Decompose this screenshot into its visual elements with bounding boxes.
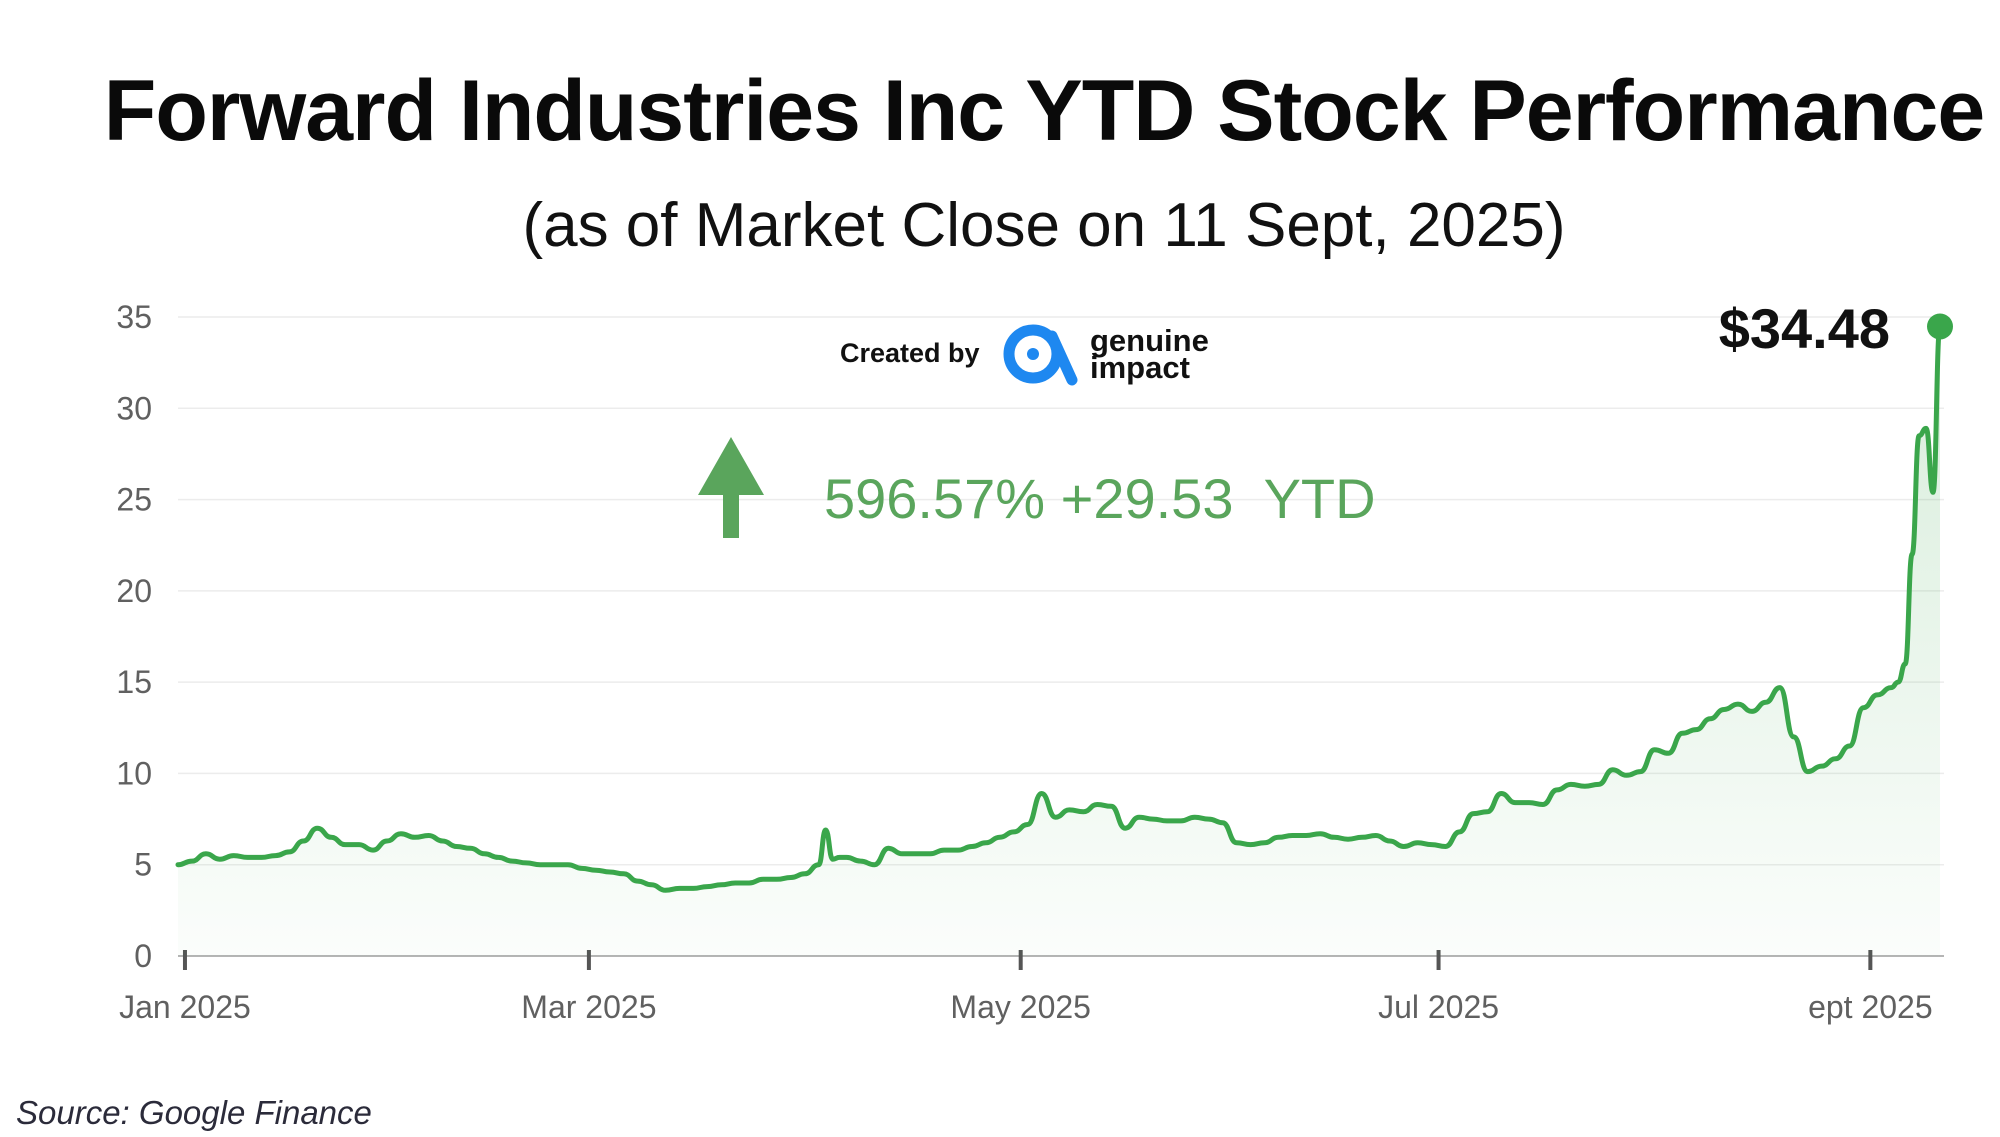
y-tick-label: 0 xyxy=(134,938,152,974)
last-price-label: $34.48 xyxy=(1719,297,1890,360)
x-tick-label: Mar 2025 xyxy=(521,989,656,1025)
performance-indicator: 596.57% +29.53 YTD xyxy=(698,437,1376,538)
y-tick-label: 5 xyxy=(134,847,152,883)
y-tick-label: 20 xyxy=(116,573,152,609)
y-tick-label: 10 xyxy=(116,755,152,791)
y-tick-label: 35 xyxy=(116,299,152,335)
y-tick-label: 30 xyxy=(116,390,152,426)
source-note: Source: Google Finance xyxy=(16,1094,372,1131)
y-tick-label: 15 xyxy=(116,664,152,700)
last-price-marker xyxy=(1927,313,1953,340)
x-tick-label: Jan 2025 xyxy=(119,989,251,1025)
price-line xyxy=(175,324,1943,893)
page-subtitle: (as of Market Close on 11 Sept, 2025) xyxy=(522,191,1566,260)
x-tick-label: Jul 2025 xyxy=(1378,989,1499,1025)
x-tick-label: May 2025 xyxy=(950,989,1091,1025)
up-arrow-icon xyxy=(698,437,764,538)
credit-label: Created by xyxy=(840,338,980,368)
y-axis: 0 5 10 15 20 25 30 35 xyxy=(116,299,152,974)
genuine-impact-logo-icon xyxy=(1003,324,1078,386)
credit-badge: Created by genuine impact xyxy=(840,323,1209,386)
page-title: Forward Industries Inc YTD Stock Perform… xyxy=(103,63,1985,159)
brand-name-line1: genuine xyxy=(1090,323,1209,358)
x-axis: Jan 2025 Mar 2025 May 2025 Jul 2025 ept 2025 xyxy=(119,950,1933,1025)
x-tick-label: ept 2025 xyxy=(1808,989,1933,1025)
price-area-fill xyxy=(178,326,1940,956)
ytd-change-text: 596.57% +29.53 YTD xyxy=(824,467,1376,530)
y-tick-label: 25 xyxy=(116,482,152,518)
brand-name-line2: impact xyxy=(1090,350,1190,385)
